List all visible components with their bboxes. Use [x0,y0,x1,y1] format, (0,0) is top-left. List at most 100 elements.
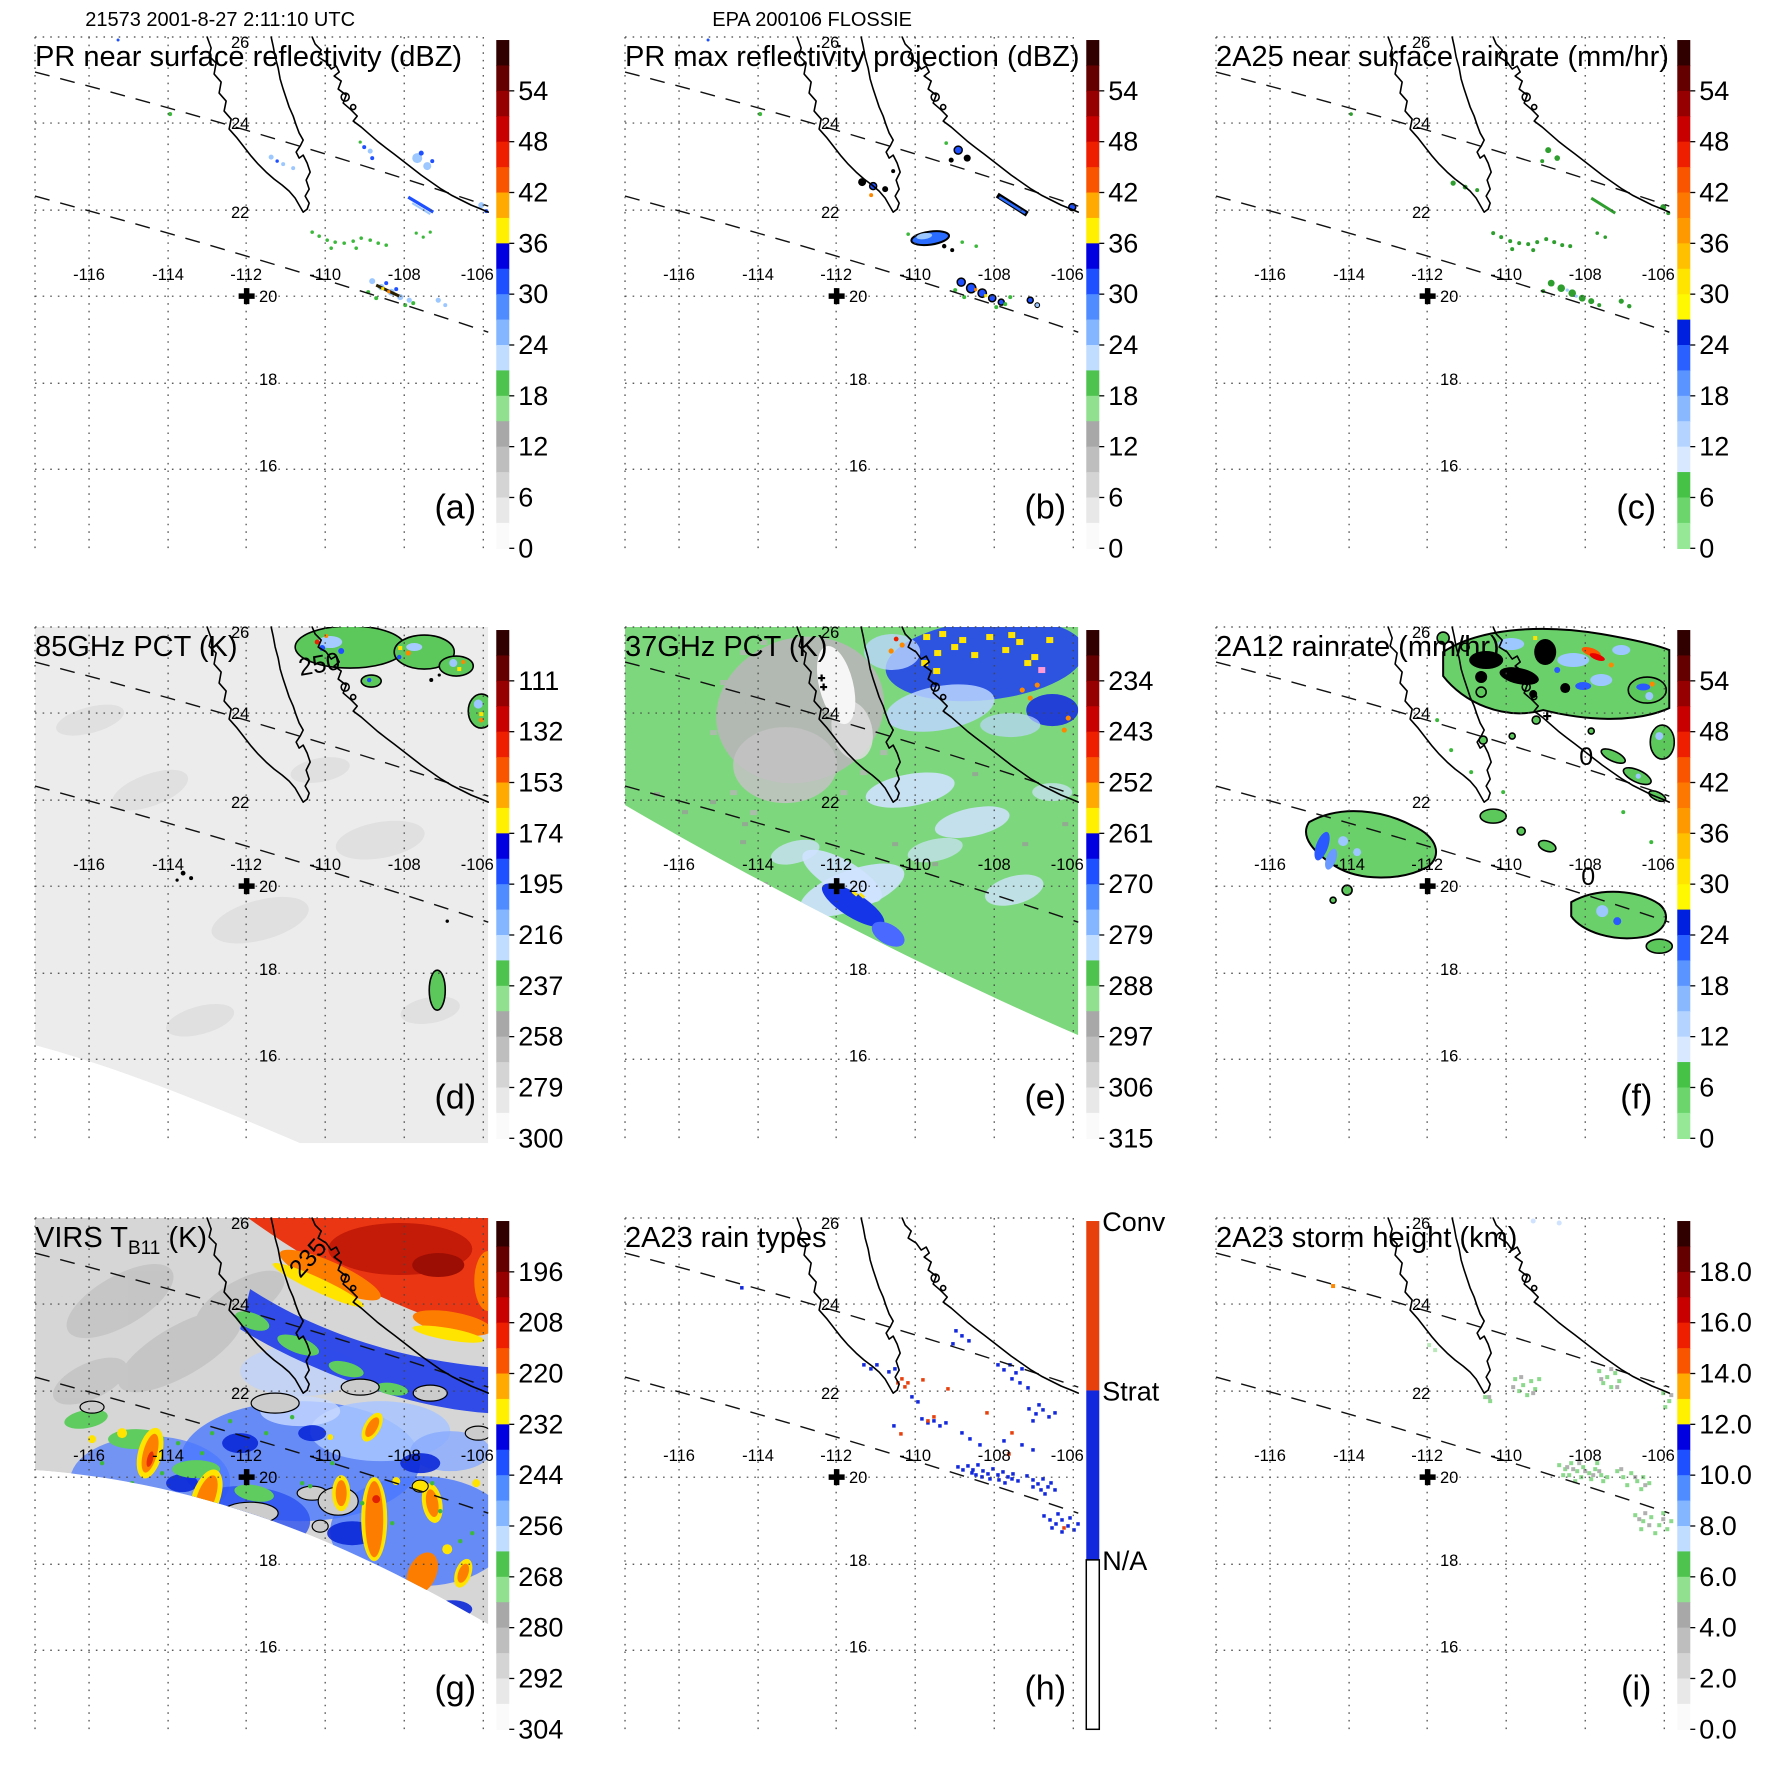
colorbar-label: 300 [518,1124,563,1154]
colorbar-label: 54 [1699,666,1729,696]
colorbar-segment [496,1087,510,1114]
colorbar-label: 18 [1109,381,1139,411]
colorbar-label: 232 [518,1409,563,1439]
colorbar-segment [1086,1220,1100,1391]
colorbar-segment [1086,522,1100,550]
colorbar-segment [496,395,510,422]
panel-letter: (f) [1620,1079,1652,1117]
colorbar-segment [1676,65,1690,92]
colorbar-label: 0 [518,533,533,563]
colorbar-label: 24 [1699,920,1729,950]
colorbar-segment [1086,884,1100,911]
colorbar-segment [1676,1423,1690,1451]
panel-title: 2A23 rain types [625,1222,827,1254]
colorbar-segment [1676,655,1690,682]
colorbar-segment [496,1627,510,1654]
colorbar-segment [496,243,510,270]
colorbar-segment [1676,1062,1690,1089]
colorbar-label: 132 [518,717,563,747]
colorbar-segment [1676,1296,1690,1324]
colorbar-segment [496,732,510,759]
panel-title: 37GHz PCT (K) [625,631,828,663]
data-blobs-2a12 [1304,628,1675,955]
colorbar-segment [496,217,510,245]
colorbar-segment [496,909,510,937]
colorbar-segment [1676,1652,1690,1679]
panel-title: 2A12 rainrate (mm/hr) [1216,631,1500,663]
colorbar-label: 12 [1699,1022,1729,1052]
colorbar-segment [496,1322,510,1349]
colorbar-label: 24 [1109,330,1139,360]
colorbar-segment [496,472,510,499]
colorbar-label: 111 [518,666,559,696]
colorbar-segment [1086,859,1100,886]
colorbar-segment [1086,960,1100,987]
colorbar-segment [1676,1703,1690,1730]
panel-letter: (d) [434,1079,476,1117]
colorbar-label: 6.0 [1699,1561,1737,1591]
colorbar-segment [496,935,510,962]
colorbar-label: 12 [518,432,548,462]
colorbar-segment [1676,1246,1690,1273]
colorbar-segment [1086,421,1100,448]
colorbar-label: 36 [1699,819,1729,849]
colorbar-label: 315 [1109,1124,1154,1154]
colorbar-segment [1676,1551,1690,1578]
colorbar-label: 24 [1699,330,1729,360]
contour-label-0: 0 [1581,863,1595,891]
colorbar-segment [496,497,510,524]
data-dots-raintype [740,1285,1081,1534]
colorbar-segment [1086,319,1100,346]
colorbar-segment [496,370,510,397]
colorbar-label: 36 [518,228,548,258]
colorbar-label: 30 [518,279,548,309]
colorbar-label: 268 [518,1561,563,1591]
colorbar-label: 297 [1109,1022,1154,1052]
panel-title: 2A23 storm height (km) [1216,1222,1517,1254]
colorbar-segment [1086,808,1100,835]
panel-c: 2A25 near surface rainrate (mm/hr) (c) 5… [1181,0,1771,590]
colorbar-segment [1086,1113,1100,1140]
colorbar-segment [1676,782,1690,809]
colorbar-segment [1086,935,1100,962]
colorbar: 234 243 252 261 270 279 288 297 306 315 [1086,630,1154,1154]
colorbar-segment [496,1296,510,1324]
colorbar-label: N/A [1103,1546,1148,1576]
colorbar-segment [496,167,510,194]
colorbar-label: 18 [1699,381,1729,411]
colorbar-segment [1086,294,1100,321]
colorbar-segment [496,116,510,143]
colorbar-segment [496,1347,510,1374]
colorbar-segment [1086,757,1100,784]
colorbar-segment [1676,522,1690,550]
colorbar-label: 42 [1699,768,1729,798]
colorbar-label: 48 [1699,127,1729,157]
colorbar-label: 153 [518,768,563,798]
colorbar-segment [1676,167,1690,194]
colorbar-segment [1676,1220,1690,1247]
colorbar-segment [496,192,510,219]
colorbar-segment [496,1036,510,1064]
colorbar-label: 8.0 [1699,1511,1737,1541]
colorbar-segment [1676,1347,1690,1374]
colorbar-label: Conv [1103,1207,1167,1237]
colorbar-segment [496,319,510,346]
panel-letter: (e) [1025,1079,1067,1117]
data-blobs-c [1348,112,1670,309]
colorbar-label: 48 [1699,717,1729,747]
colorbar-label: 6 [518,482,533,512]
colorbar-label: 304 [518,1714,563,1744]
colorbar-label: 216 [518,920,563,950]
colorbar-segment [496,1113,510,1140]
colorbar-segment [496,1246,510,1273]
colorbar-label: 30 [1699,869,1729,899]
colorbar-segment [1086,681,1100,708]
colorbar-segment [496,1703,510,1730]
panel-letter: (c) [1616,488,1656,526]
colorbar-segment [1086,243,1100,270]
colorbar-label: 54 [1699,76,1729,106]
colorbar-segment [496,833,510,860]
colorbar-segment [1086,986,1100,1013]
